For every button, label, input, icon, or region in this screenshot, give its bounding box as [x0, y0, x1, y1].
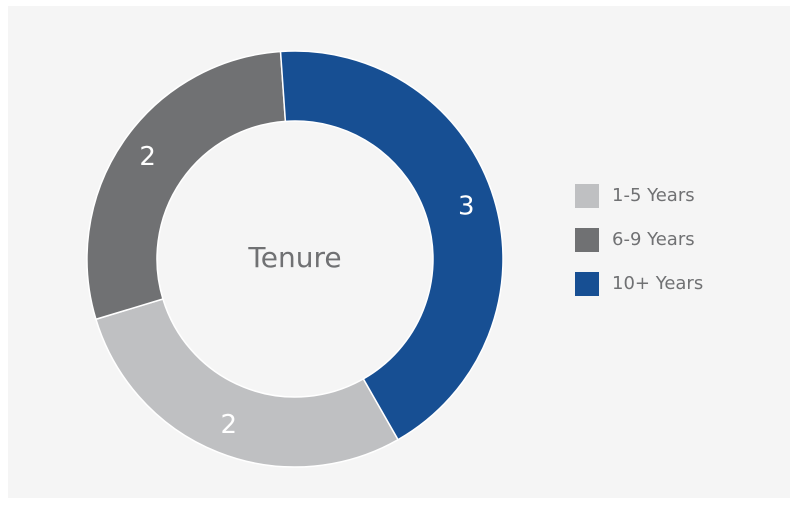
legend-swatch [575, 272, 599, 296]
legend-label: 6-9 Years [612, 229, 695, 250]
legend-label: 1-5 Years [612, 185, 695, 206]
donut-slice [279, 50, 504, 441]
chart-title: Tenure [247, 241, 341, 274]
value-label: 3 [458, 192, 475, 222]
value-label: 2 [220, 410, 237, 440]
legend-label: 10+ Years [612, 273, 703, 294]
donut-slice [94, 298, 400, 468]
legend-swatch [575, 184, 599, 208]
value-label: 2 [139, 142, 156, 172]
donut-slice [86, 50, 287, 321]
legend-swatch [575, 228, 599, 252]
